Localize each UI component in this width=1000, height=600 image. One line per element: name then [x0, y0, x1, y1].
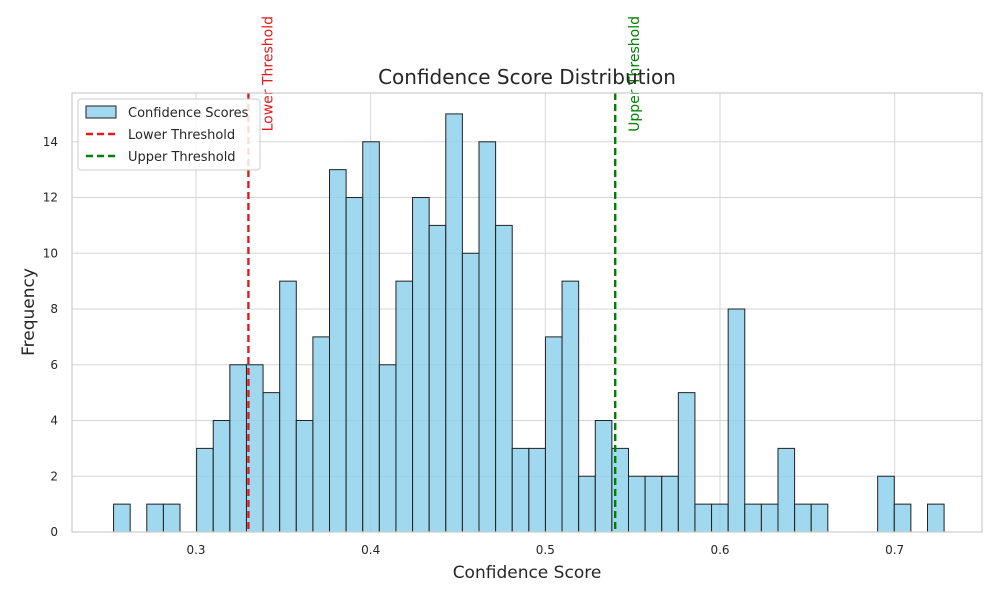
- threshold-label-upper: Upper Threshold: [627, 16, 643, 132]
- histogram-bar: [378, 364, 397, 533]
- histogram-bar: [677, 392, 696, 533]
- histogram-bar: [777, 447, 796, 533]
- histogram-bar: [329, 169, 347, 533]
- histogram-bar: [196, 447, 214, 533]
- y-axis-title: Frequency: [19, 268, 39, 356]
- histogram-bar: [212, 420, 231, 533]
- x-tick-labels: 0.3 0.4 0.5 0.6 0.7: [186, 543, 904, 557]
- histogram-bar: [428, 224, 447, 533]
- histogram-bar: [794, 503, 812, 533]
- histogram-bar: [926, 503, 945, 533]
- x-tick-label: 0.4: [361, 543, 380, 557]
- y-tick-label: 8: [50, 302, 58, 316]
- histogram-bar: [578, 475, 596, 533]
- histogram-bar: [760, 503, 779, 533]
- legend-label-lower-threshold: Lower Threshold: [128, 128, 235, 143]
- y-tick-labels: 0 2 4 6 8 10 12 14: [43, 135, 58, 539]
- y-tick-label: 10: [43, 246, 58, 260]
- histogram-bar: [561, 280, 580, 533]
- threshold-lines: Lower Threshold Upper Threshold: [247, 16, 643, 532]
- histogram-bar: [744, 503, 762, 533]
- y-tick-label: 2: [50, 469, 58, 483]
- histogram-bar: [362, 141, 380, 533]
- legend-box: [77, 98, 261, 171]
- histogram-bar: [544, 336, 563, 533]
- chart-title: Confidence Score Distribution: [378, 65, 676, 89]
- histogram-bar: [644, 475, 663, 533]
- histogram-bar: [661, 475, 679, 533]
- histogram-bar: [412, 197, 430, 533]
- plot-frame: [71, 92, 983, 533]
- histogram-bar: [461, 252, 480, 533]
- histogram-bar: [893, 503, 912, 533]
- y-tick-label: 0: [50, 525, 58, 539]
- histogram-bar: [162, 503, 181, 533]
- x-tick-label: 0.3: [186, 543, 205, 557]
- x-tick-label: 0.5: [536, 543, 555, 557]
- histogram-bar: [528, 447, 546, 533]
- histogram-bar: [395, 280, 414, 533]
- histogram-bars: [113, 113, 945, 533]
- legend: Confidence Scores Lower Threshold Upper …: [77, 98, 261, 171]
- histogram-bar: [877, 475, 895, 533]
- histogram-bar: [694, 503, 713, 533]
- histogram-bar: [279, 280, 297, 533]
- legend-label-upper-threshold: Upper Threshold: [128, 150, 236, 165]
- histogram-bar: [810, 503, 829, 533]
- histogram-bar: [345, 197, 364, 533]
- histogram-bar: [146, 503, 164, 533]
- y-tick-label: 12: [43, 191, 58, 205]
- histogram-bar: [711, 503, 729, 533]
- y-tick-label: 6: [50, 358, 58, 372]
- histogram-bar: [262, 392, 281, 533]
- histogram-bar: [727, 308, 746, 533]
- y-tick-label: 4: [50, 414, 58, 428]
- threshold-label-lower: Lower Threshold: [260, 16, 276, 131]
- histogram-bar: [445, 113, 463, 533]
- histogram-bar: [113, 503, 131, 533]
- histogram-bar: [229, 364, 247, 533]
- legend-swatch-confidence-scores: [85, 105, 117, 119]
- x-tick-label: 0.6: [710, 543, 729, 557]
- histogram-bar: [511, 447, 530, 533]
- histogram-bar: [312, 336, 331, 533]
- histogram-bar: [295, 420, 314, 533]
- histogram-bar: [627, 475, 646, 533]
- histogram-bar: [594, 420, 613, 533]
- x-axis-title: Confidence Score: [453, 563, 602, 583]
- x-tick-label: 0.7: [885, 543, 904, 557]
- histogram-bar: [478, 141, 497, 533]
- y-tick-label: 14: [43, 135, 58, 149]
- legend-label-confidence-scores: Confidence Scores: [128, 106, 249, 121]
- histogram-bar: [495, 224, 513, 533]
